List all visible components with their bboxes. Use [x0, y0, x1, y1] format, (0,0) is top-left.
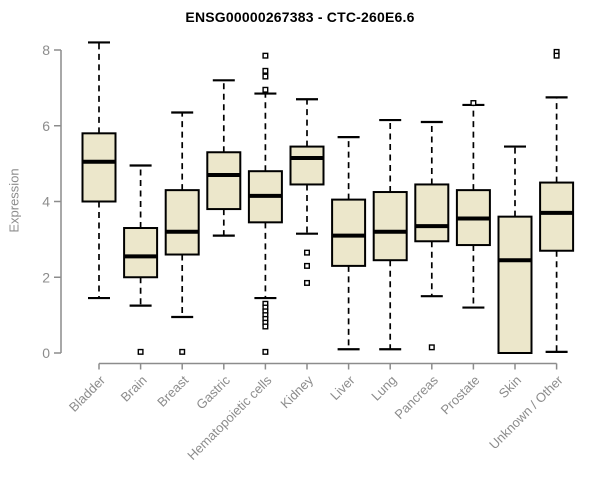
boxplot-prostate	[455, 100, 491, 309]
box	[206, 151, 242, 211]
boxplot-brain	[123, 164, 159, 355]
box	[414, 183, 450, 243]
boxplot-breast	[164, 111, 200, 355]
boxplot-bladder	[81, 41, 117, 300]
x-category-label-pancreas: Pancreas	[391, 372, 441, 422]
x-category-label-liver: Liver	[327, 372, 358, 403]
x-category-label-gastric: Gastric	[193, 372, 233, 412]
x-category-label-breast: Breast	[154, 372, 191, 409]
boxplot-lung	[372, 118, 408, 351]
y-tick-label: 0	[42, 345, 50, 361]
outlier-point	[304, 262, 311, 269]
x-category-label-kidney: Kidney	[277, 372, 316, 411]
outlier-point	[262, 323, 269, 330]
boxplot-skin	[497, 145, 533, 354]
boxplot-hematopoietic-cells	[247, 52, 283, 355]
outlier-point	[428, 344, 435, 351]
x-category-label-skin: Skin	[496, 373, 524, 401]
x-category-label-brain: Brain	[118, 373, 150, 405]
boxplot-unknown-other	[539, 48, 575, 353]
outlier-point	[179, 348, 186, 355]
outlier-point	[470, 100, 477, 107]
outlier-point	[262, 348, 269, 355]
y-tick-label: 8	[42, 42, 50, 58]
box	[539, 181, 575, 252]
x-category-label-unknown-other: Unknown / Other	[486, 372, 566, 452]
boxplot-liver	[331, 136, 367, 351]
y-tick-label: 4	[42, 194, 50, 210]
outlier-point	[262, 52, 269, 59]
box	[497, 215, 533, 354]
outlier-point	[262, 86, 269, 93]
box	[289, 145, 325, 186]
box	[164, 189, 200, 256]
x-category-label-prostate: Prostate	[438, 373, 483, 418]
box	[372, 191, 408, 262]
outlier-point	[262, 73, 269, 80]
outlier-point	[262, 67, 269, 74]
y-tick-label: 6	[42, 118, 50, 134]
boxplot-pancreas	[414, 120, 450, 351]
outlier-point	[137, 348, 144, 355]
x-category-label-bladder: Bladder	[66, 372, 109, 415]
x-category-label-lung: Lung	[368, 373, 399, 404]
outlier-point	[304, 249, 311, 256]
box	[123, 227, 159, 279]
outlier-point	[553, 52, 560, 59]
boxplot-gastric	[206, 79, 242, 237]
chart-title: ENSG00000267383 - CTC-260E6.6	[185, 9, 415, 25]
boxplot-kidney	[289, 98, 325, 286]
box	[81, 132, 117, 203]
y-tick-label: 2	[42, 269, 50, 285]
outlier-point	[304, 279, 311, 286]
box	[331, 198, 367, 267]
